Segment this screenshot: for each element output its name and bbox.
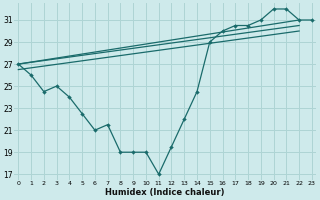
X-axis label: Humidex (Indice chaleur): Humidex (Indice chaleur)	[105, 188, 225, 197]
